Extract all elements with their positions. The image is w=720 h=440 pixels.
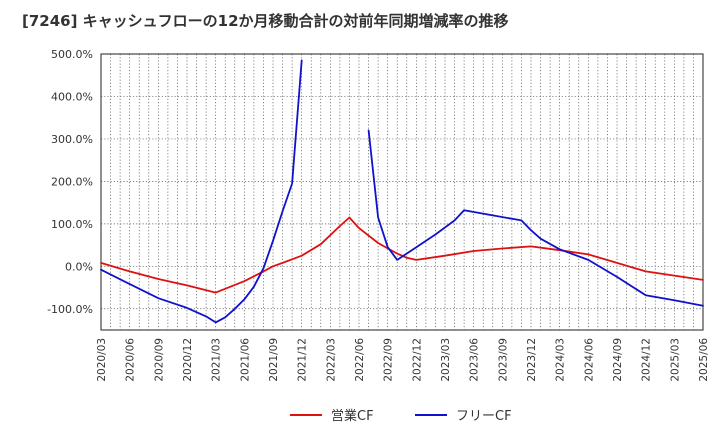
x-tick-label: 2020/09: [153, 338, 165, 382]
x-tick-label: 2024/03: [555, 338, 567, 382]
x-tick-label: 2020/03: [96, 338, 108, 382]
x-tick-label: 2024/09: [612, 338, 624, 382]
axis-layer: -100.0% 0.0% 100.0% 200.0% 300.0% 400.0% 500.0…: [47, 48, 710, 382]
x-tick-label: 2022/09: [383, 338, 395, 382]
x-tick-label: 2023/06: [469, 338, 481, 382]
x-tick-label: 2025/03: [669, 338, 681, 382]
x-tick-label: 2023/03: [440, 338, 452, 382]
x-tick-label: 2022/12: [411, 338, 423, 382]
x-tick-label: 2020/12: [182, 338, 194, 382]
x-tick-label: 2021/09: [268, 338, 280, 382]
series-line-free-cf: [367, 129, 704, 307]
x-tick-label: 2022/03: [325, 338, 337, 382]
chart-title: [7246] キャッシュフローの12か月移動合計の対前年同期増減率の推移: [22, 12, 509, 30]
series-line-free-cf: [100, 59, 303, 324]
y-tick-label: 500.0%: [51, 48, 93, 61]
y-tick-label: 200.0%: [51, 175, 93, 188]
plot-area: [101, 54, 703, 330]
plot-frame: [100, 53, 704, 331]
y-tick-label: -100.0%: [47, 303, 93, 316]
legend-layer: 営業CF フリーCF: [290, 408, 512, 424]
x-tick-label: 2021/03: [211, 338, 223, 382]
series-line-operating-cf: [100, 216, 704, 294]
x-tick-label: 2023/09: [497, 338, 509, 382]
y-tick-label: 0.0%: [65, 260, 93, 273]
x-tick-label: 2024/06: [583, 338, 595, 382]
series-layer: [100, 59, 704, 324]
legend-label: 営業CF: [331, 408, 374, 424]
y-tick-label: 400.0%: [51, 90, 93, 103]
x-tick-label: 2021/06: [239, 338, 251, 382]
legend-label: フリーCF: [456, 409, 512, 424]
y-tick-label: 100.0%: [51, 218, 93, 231]
y-tick-label: 300.0%: [51, 133, 93, 146]
x-tick-label: 2020/06: [125, 338, 137, 382]
grid-layer: [101, 53, 703, 330]
x-tick-label: 2022/06: [354, 338, 366, 382]
x-tick-label: 2024/12: [641, 338, 653, 382]
x-tick-label: 2021/12: [297, 338, 309, 382]
x-tick-label: 2025/06: [698, 338, 710, 382]
x-tick-label: 2023/12: [526, 338, 538, 382]
